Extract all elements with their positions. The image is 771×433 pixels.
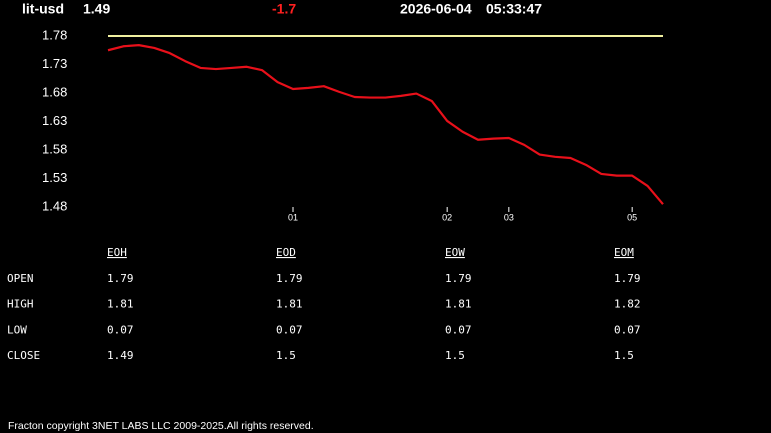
row-label: OPEN — [7, 272, 34, 285]
row-label: HIGH — [7, 298, 34, 311]
footer: Fracton copyright 3NET LABS LLC 2009-202… — [8, 420, 314, 432]
column-header: EOH — [107, 246, 127, 259]
cell: 1.79 — [445, 272, 472, 285]
y-tick-label: 1.73 — [42, 56, 67, 71]
y-tick-label: 1.48 — [42, 198, 67, 213]
column-header: EOM — [614, 246, 634, 259]
y-tick-label: 1.58 — [42, 141, 67, 156]
cell: 0.07 — [107, 323, 134, 336]
symbol: lit-usd — [22, 1, 64, 17]
y-tick-label: 1.68 — [42, 84, 67, 99]
cell: 1.82 — [614, 298, 641, 311]
change: -1.7 — [272, 1, 296, 17]
cell: 1.79 — [614, 272, 641, 285]
cell: 1.81 — [276, 298, 303, 311]
cell: 0.07 — [445, 323, 472, 336]
price-line — [107, 44, 664, 205]
y-tick-label: 1.53 — [42, 170, 67, 185]
x-tick-label: 01 — [288, 212, 298, 222]
cell: 0.07 — [276, 323, 303, 336]
y-tick-label: 1.78 — [42, 27, 67, 42]
x-tick-label: 03 — [504, 212, 514, 222]
row-label: CLOSE — [7, 349, 40, 362]
date: 2026-06-04 — [400, 1, 472, 17]
time: 05:33:47 — [486, 1, 542, 17]
x-tick-label: 05 — [627, 212, 637, 222]
cell: 1.5 — [445, 349, 465, 362]
cell: 0.07 — [614, 323, 641, 336]
cell: 1.81 — [445, 298, 472, 311]
cell: 1.81 — [107, 298, 134, 311]
cell: 1.79 — [276, 272, 303, 285]
x-tick-label: 02 — [442, 212, 452, 222]
cell: 1.49 — [107, 349, 134, 362]
column-header: EOW — [445, 246, 465, 259]
cell: 1.5 — [614, 349, 634, 362]
price: 1.49 — [83, 1, 110, 17]
row-label: LOW — [7, 323, 27, 336]
column-header: EOD — [276, 246, 296, 259]
cell: 1.79 — [107, 272, 134, 285]
cell: 1.5 — [276, 349, 296, 362]
y-tick-label: 1.63 — [42, 113, 67, 128]
